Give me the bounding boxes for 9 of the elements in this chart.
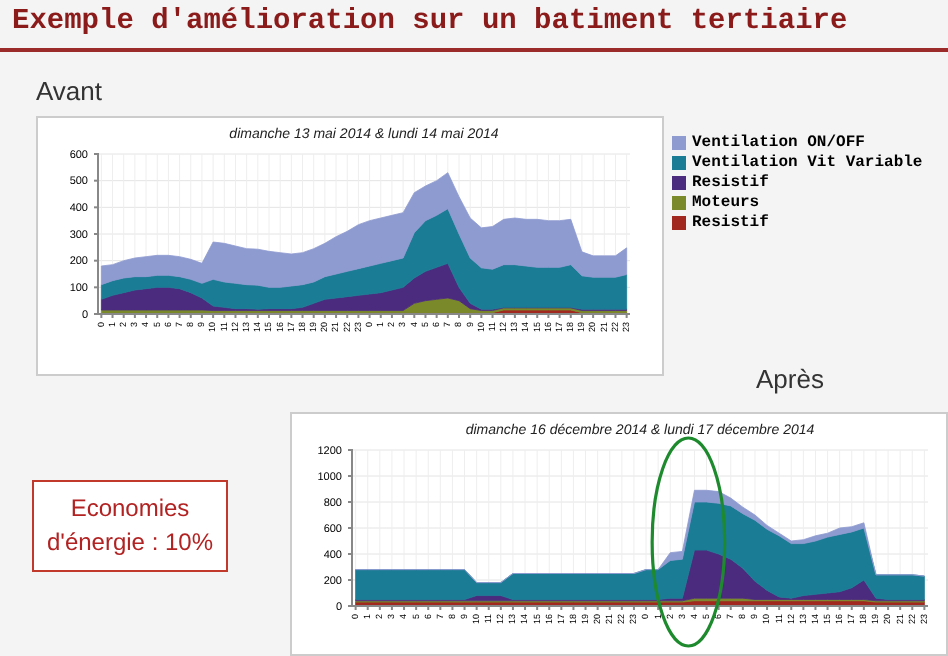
legend-label: Resistif [692, 173, 769, 191]
text: Avant [36, 76, 103, 106]
text: Après [756, 364, 824, 394]
text: Economies d'énergie : 10% [32, 480, 228, 572]
legend-label: Resistif [692, 213, 769, 231]
legend-label: Ventilation Vit Variable [692, 153, 923, 171]
legend-label: Ventilation ON/OFF [692, 133, 865, 151]
legend-label: Moteurs [692, 193, 760, 211]
text: Exemple d'amélioration sur un batiment tertiaire [12, 6, 848, 38]
